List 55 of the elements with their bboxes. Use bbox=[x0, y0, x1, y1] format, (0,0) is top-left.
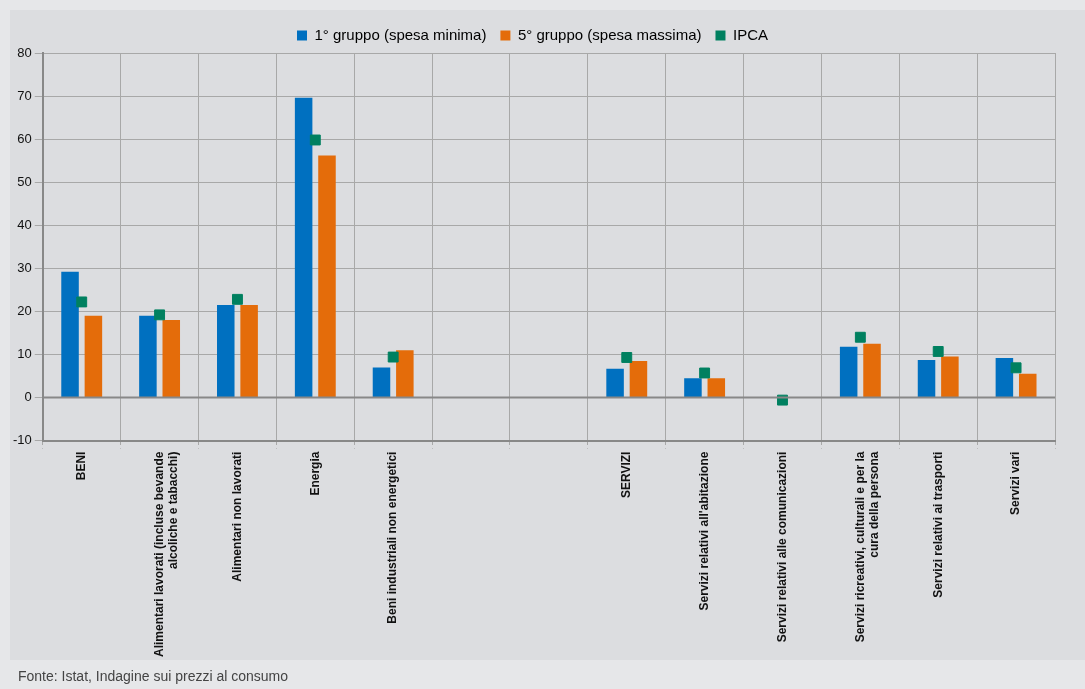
bar bbox=[684, 378, 702, 398]
bar bbox=[240, 304, 258, 398]
point bbox=[154, 309, 166, 321]
y-tick-label: 30 bbox=[17, 259, 32, 275]
y-tick-label: 70 bbox=[17, 87, 32, 103]
y-tick-label: 40 bbox=[17, 216, 32, 232]
point bbox=[309, 134, 321, 146]
bar bbox=[139, 315, 157, 398]
bar bbox=[941, 356, 959, 398]
x-tick-label: Servizi relativi ai trasporti bbox=[930, 451, 945, 598]
point bbox=[1010, 362, 1022, 374]
bar bbox=[1018, 373, 1037, 398]
y-tick-label: 10 bbox=[17, 346, 32, 362]
point bbox=[699, 367, 711, 379]
y-tick-label: -10 bbox=[12, 432, 32, 448]
point bbox=[387, 351, 399, 363]
x-tick-label: Servizi vari bbox=[1008, 451, 1023, 515]
bar bbox=[917, 360, 936, 398]
point bbox=[232, 293, 243, 305]
bar bbox=[84, 315, 103, 398]
bar bbox=[839, 346, 858, 398]
point bbox=[621, 352, 633, 363]
bar bbox=[995, 357, 1014, 398]
bar bbox=[318, 155, 336, 398]
bar bbox=[162, 320, 181, 398]
legend-label: IPCA bbox=[732, 25, 768, 43]
bar bbox=[863, 343, 881, 398]
bar bbox=[61, 271, 79, 398]
legend-label: 5° gruppo (spesa massima) bbox=[517, 25, 702, 43]
bar bbox=[372, 367, 391, 398]
y-tick-label: 60 bbox=[17, 130, 32, 146]
y-tick-label: 0 bbox=[24, 389, 32, 405]
x-tick-label: Servizi relativi alle comunicazioni bbox=[774, 451, 789, 643]
point bbox=[932, 346, 944, 357]
bar bbox=[606, 368, 624, 398]
y-tick-label: 20 bbox=[17, 302, 32, 318]
x-tick-label: Servizi ricreativi, culturali e per la cura della persona bbox=[852, 451, 882, 643]
legend-label: 1° gruppo (spesa minima) bbox=[314, 25, 487, 43]
x-tick-label: Energia bbox=[307, 451, 322, 496]
x-tick-label: Alimentari lavorati (incluse bevande alcoliche e tabacchi) bbox=[151, 451, 181, 658]
bar bbox=[629, 360, 648, 398]
x-tick-label: Servizi relativi all'abitazione bbox=[696, 451, 711, 611]
x-tick-label: SERVIZI bbox=[619, 451, 634, 499]
bar bbox=[707, 378, 726, 398]
point bbox=[854, 331, 866, 343]
bar bbox=[396, 350, 414, 398]
x-tick-label: BENI bbox=[74, 451, 89, 481]
x-tick-label: Alimentari non lavorati bbox=[229, 451, 244, 582]
y-tick-label: 80 bbox=[17, 44, 32, 60]
bar bbox=[217, 304, 235, 398]
y-tick-label: 50 bbox=[17, 173, 32, 189]
x-tick-label: Beni industriali non energetici bbox=[385, 451, 400, 624]
bar bbox=[294, 97, 313, 398]
source-note: Fonte: Istat, Indagine sui prezzi al consumo bbox=[18, 668, 289, 684]
point bbox=[76, 296, 88, 308]
